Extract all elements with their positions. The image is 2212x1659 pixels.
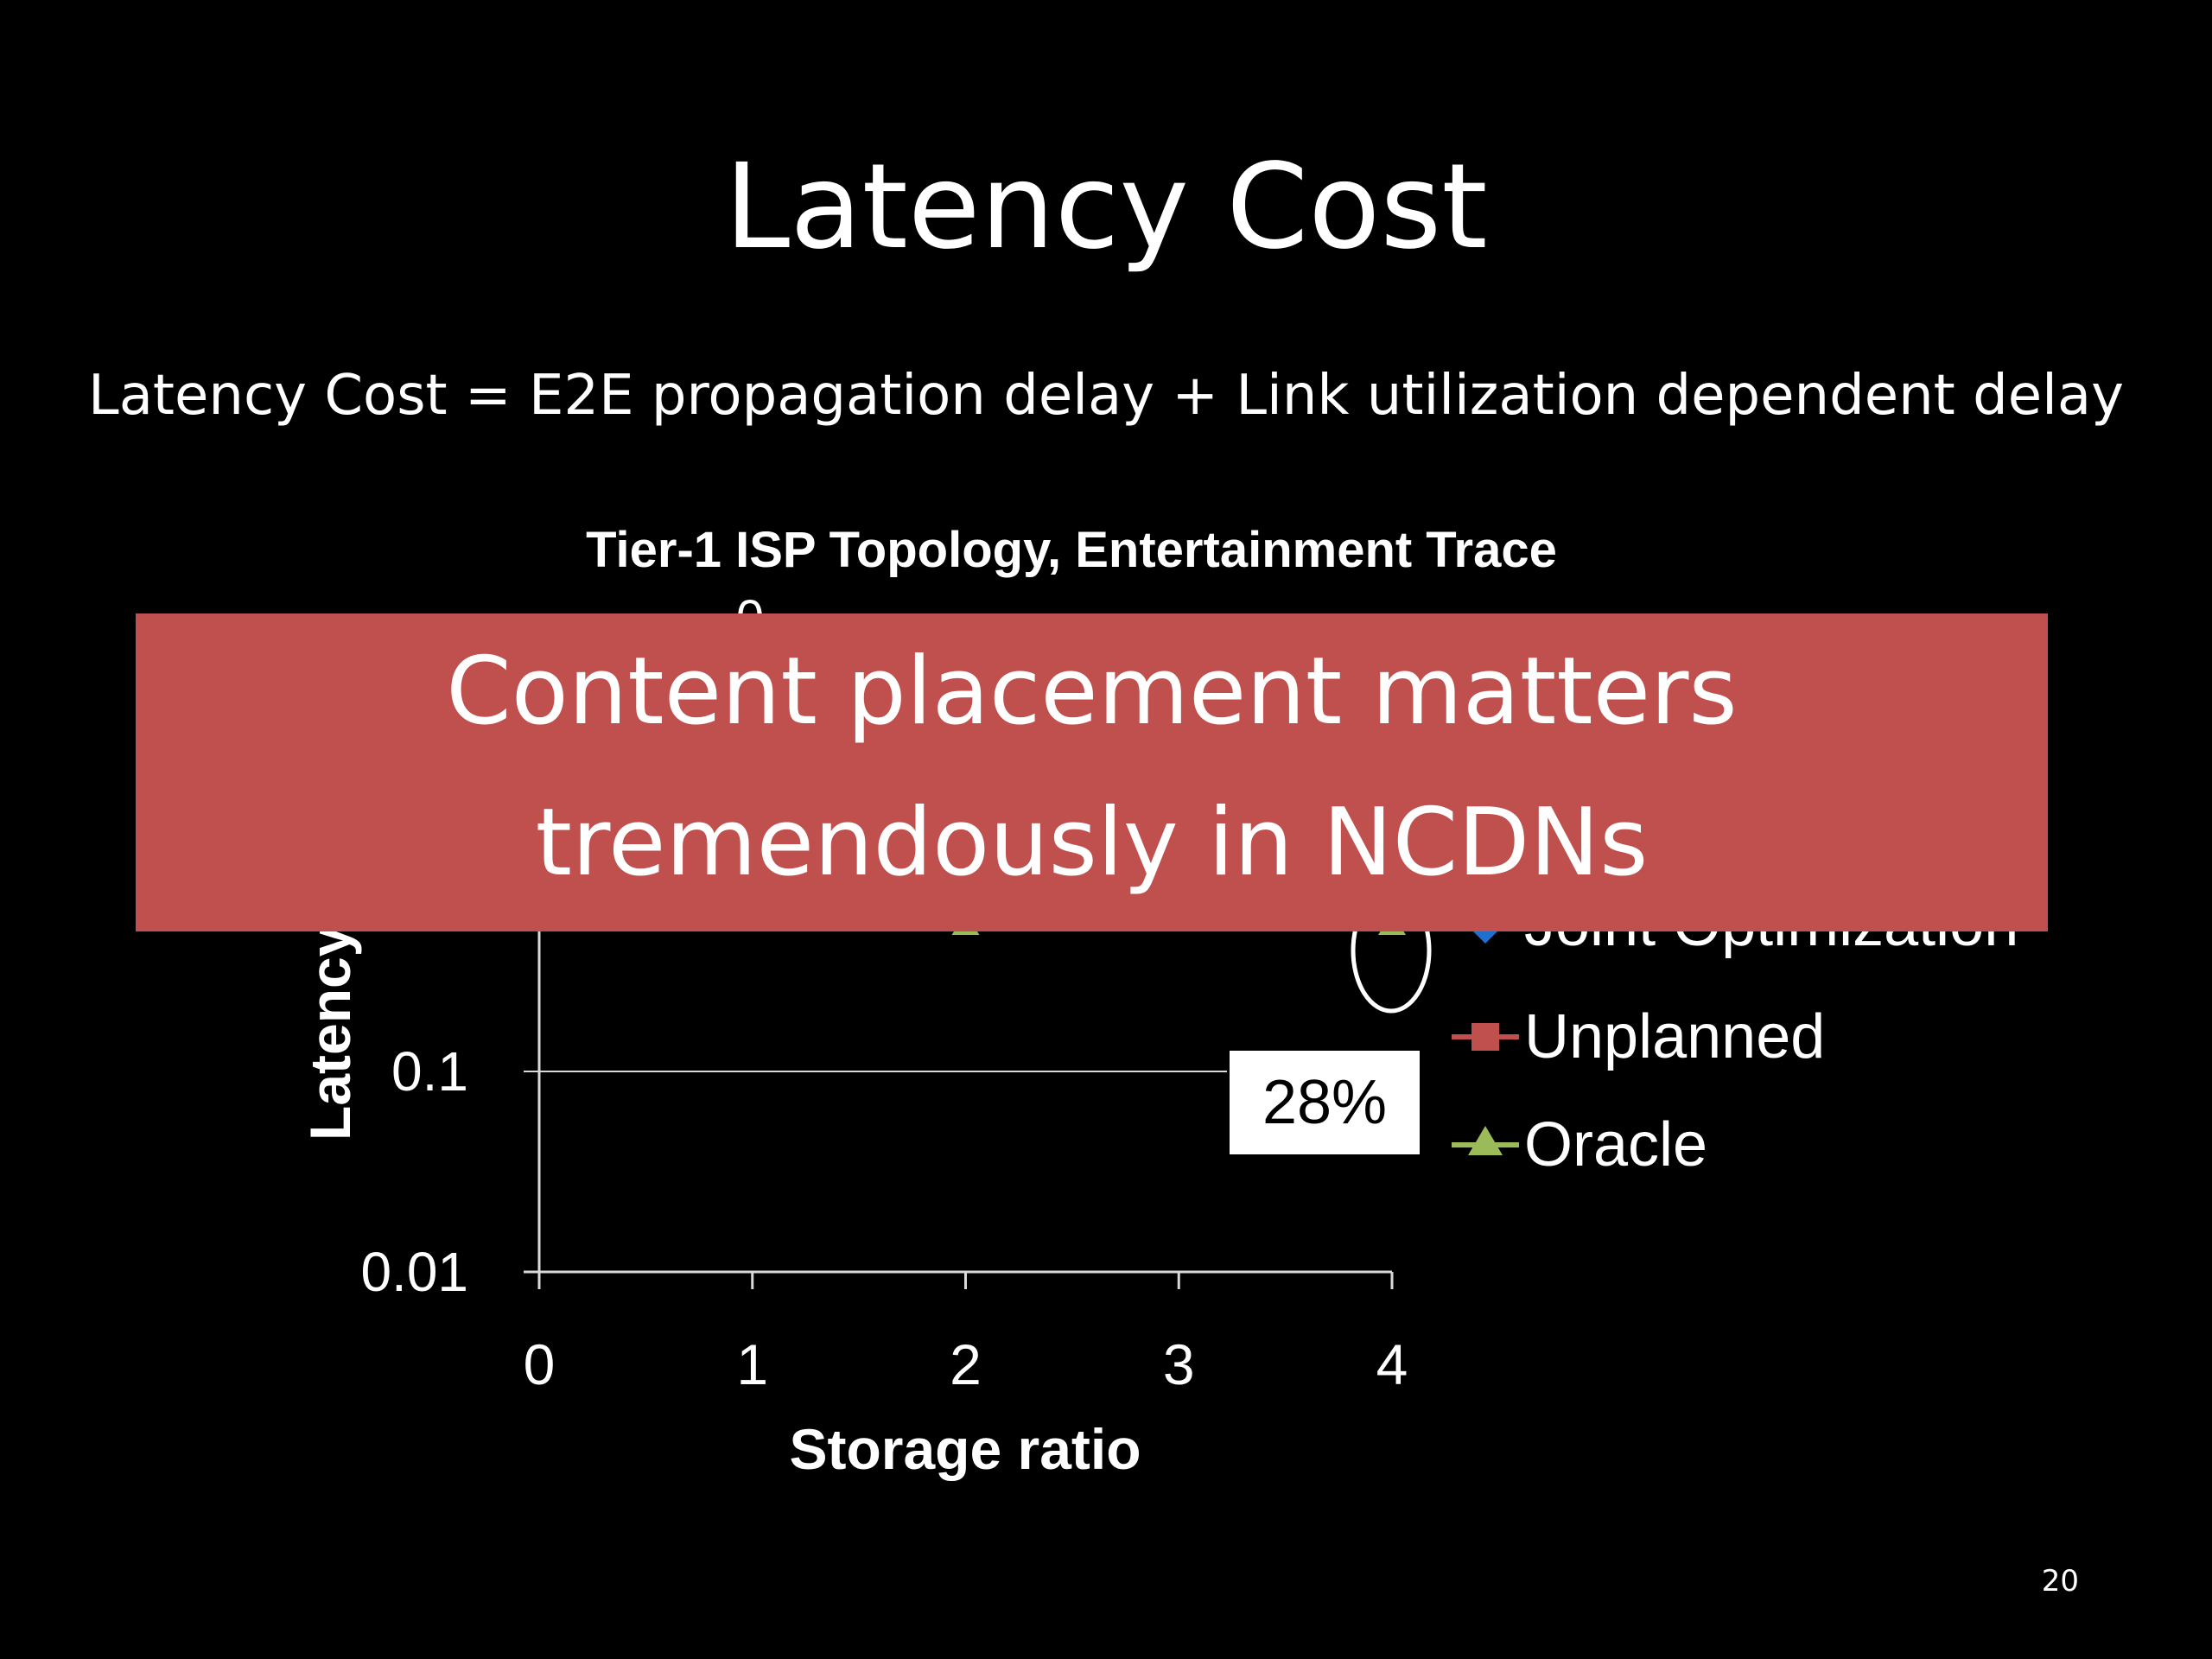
y-axis-label: Latency (298, 925, 362, 1141)
annotation-label: 28% (1262, 1068, 1387, 1137)
annotation-28pct: 28% (1230, 1051, 1420, 1154)
callout-line-1: Content placement matters (446, 638, 1738, 746)
callout-line-2: tremendously in NCDNs (535, 789, 1649, 897)
legend-item-oracle: Oracle (1452, 1110, 1707, 1179)
chart-ticks: 0.1 0.01 0 1 2 3 4 (360, 1040, 1408, 1396)
legend-label: Unplanned (1524, 1002, 1825, 1071)
callout-banner: Content placement matters tremendously i… (136, 613, 2048, 931)
legend-item-unplanned: Unplanned (1452, 1002, 1825, 1071)
slide-title: Latency Cost (724, 139, 1488, 276)
legend-marker-square (1471, 1023, 1499, 1051)
y-tick-label: 0.1 (391, 1040, 468, 1103)
x-tick-label: 2 (950, 1332, 982, 1396)
x-axis-label: Storage ratio (789, 1417, 1141, 1481)
x-tick-label: 1 (736, 1332, 768, 1396)
chart-legend: Joint OptimizationUnplannedOracle (1452, 890, 2018, 1179)
annotation-box (1230, 1051, 1420, 1154)
page-number: 20 (2041, 1564, 2079, 1599)
y-tick-label: 0.01 (360, 1241, 468, 1303)
slide-subtitle: Latency Cost = E2E propagation delay + L… (88, 364, 2124, 428)
legend-label: Oracle (1524, 1110, 1707, 1179)
chart-axes (524, 873, 1392, 1274)
chart-title: Tier-1 ISP Topology, Entertainment Trace (586, 522, 1557, 578)
legend-marker-triangle (1468, 1126, 1503, 1155)
x-tick-label: 4 (1376, 1332, 1408, 1396)
callout-text: Content placement matters tremendously i… (446, 616, 1737, 929)
x-tick-label: 3 (1163, 1332, 1195, 1396)
x-tick-label: 0 (524, 1332, 556, 1396)
